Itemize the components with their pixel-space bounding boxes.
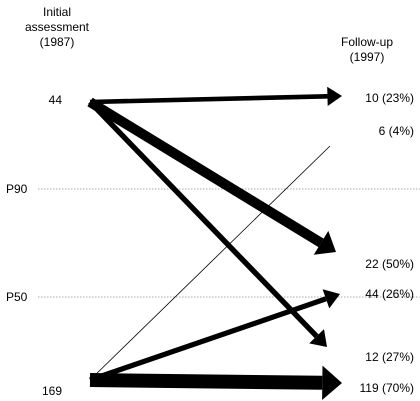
flow-shaft: [88, 100, 319, 339]
flow-arrows: [87, 86, 342, 400]
followup-header-line-1: Follow-up: [341, 35, 393, 49]
flow-shaft: [89, 296, 327, 383]
flow-arrowhead: [309, 329, 327, 347]
followup-header: Follow-up (1997): [341, 35, 393, 64]
flow-bottom-to-f: [89, 365, 342, 400]
initial-header-line-3: (1987): [40, 35, 75, 49]
initial-header: Initial assessment (1987): [25, 5, 90, 49]
flow-arrowhead: [322, 289, 340, 309]
flow-shaft: [89, 373, 323, 390]
flow-arrowhead: [313, 230, 336, 255]
reference-p50: P50: [6, 290, 420, 304]
followup-label-d: 44 (26%): [365, 287, 414, 301]
flow-arrowhead: [327, 86, 342, 106]
initial-label-top: 44: [49, 93, 63, 107]
flow-arrowhead: [322, 365, 342, 400]
flow-top-to-e: [88, 100, 327, 347]
followup-label-f: 119 (70%): [360, 381, 414, 395]
initial-label-bottom: 169: [42, 384, 62, 398]
initial-header-line-1: Initial: [43, 5, 71, 19]
flow-bottom-to-b: [89, 145, 331, 381]
followup-label-e: 12 (27%): [365, 350, 414, 364]
followup-label-b: 6 (4%): [379, 124, 414, 138]
reference-p90: P90: [6, 182, 420, 196]
reference-label-p90: P90: [6, 182, 28, 196]
followup-label-a: 10 (23%): [365, 91, 414, 105]
flow-top-to-c: [87, 97, 336, 255]
flow-bottom-to-d: [89, 289, 340, 383]
initial-header-line-2: assessment: [25, 20, 90, 34]
followup-label-c: 22 (50%): [365, 257, 414, 271]
followup-header-line-2: (1997): [350, 50, 385, 64]
flow-shaft: [89, 94, 328, 105]
flow-top-to-a: [89, 86, 342, 106]
reference-label-p50: P50: [6, 290, 28, 304]
flow-shaft: [89, 145, 331, 381]
flow-shaft: [87, 97, 324, 248]
